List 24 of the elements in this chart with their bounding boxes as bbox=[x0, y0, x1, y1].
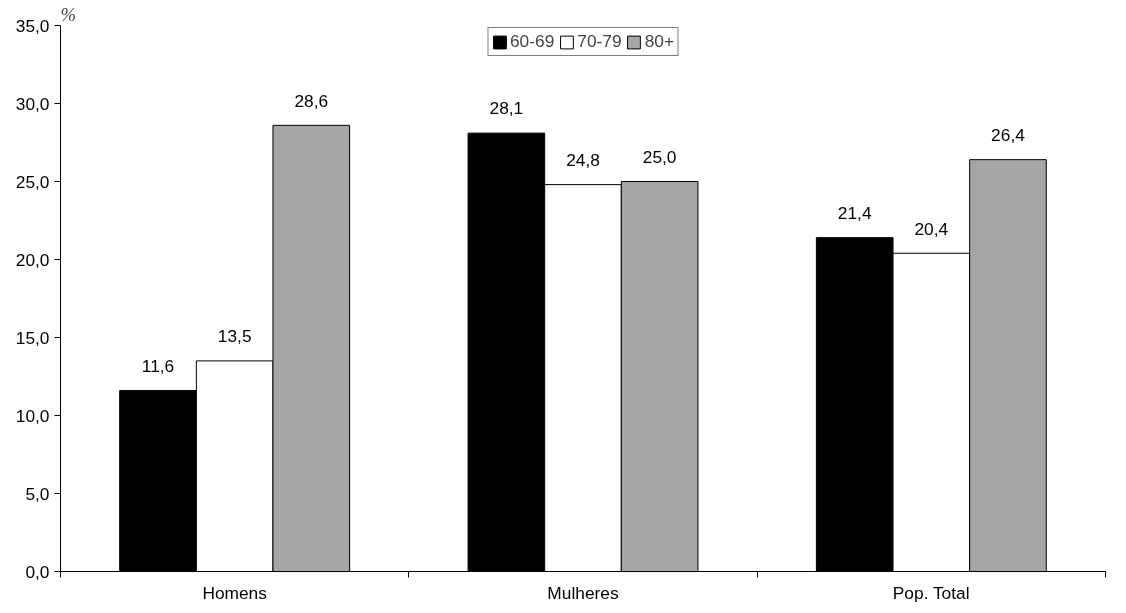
data-label: 25,0 bbox=[642, 146, 677, 167]
x-tick-label: Pop. Total bbox=[892, 582, 970, 603]
y-tick-label: 15,0 bbox=[15, 327, 50, 348]
data-label: 26,4 bbox=[991, 124, 1026, 145]
y-tick-label: 30,0 bbox=[15, 93, 50, 114]
legend-label: 60-69 bbox=[509, 31, 555, 52]
data-label: 11,6 bbox=[141, 355, 175, 376]
y-axis-title: % bbox=[60, 3, 77, 25]
y-tick-label: 20,0 bbox=[15, 249, 50, 270]
data-label: 20,4 bbox=[914, 218, 949, 239]
legend-label: 80+ bbox=[644, 31, 675, 52]
data-label: 28,1 bbox=[489, 98, 524, 119]
y-tick-label: 35,0 bbox=[15, 15, 50, 36]
data-label: 13,5 bbox=[217, 326, 252, 347]
x-tick-label: Mulheres bbox=[547, 582, 619, 603]
y-tick-label: 0,0 bbox=[25, 561, 50, 582]
y-tick-label: 10,0 bbox=[15, 405, 50, 426]
data-label: 21,4 bbox=[837, 202, 872, 223]
y-tick-label: 25,0 bbox=[15, 171, 50, 192]
legend-label: 70-79 bbox=[577, 31, 622, 52]
y-tick-label: 5,0 bbox=[25, 483, 50, 504]
data-label: 28,6 bbox=[294, 90, 329, 111]
x-tick-label: Homens bbox=[202, 582, 268, 603]
data-label: 24,8 bbox=[566, 149, 600, 170]
